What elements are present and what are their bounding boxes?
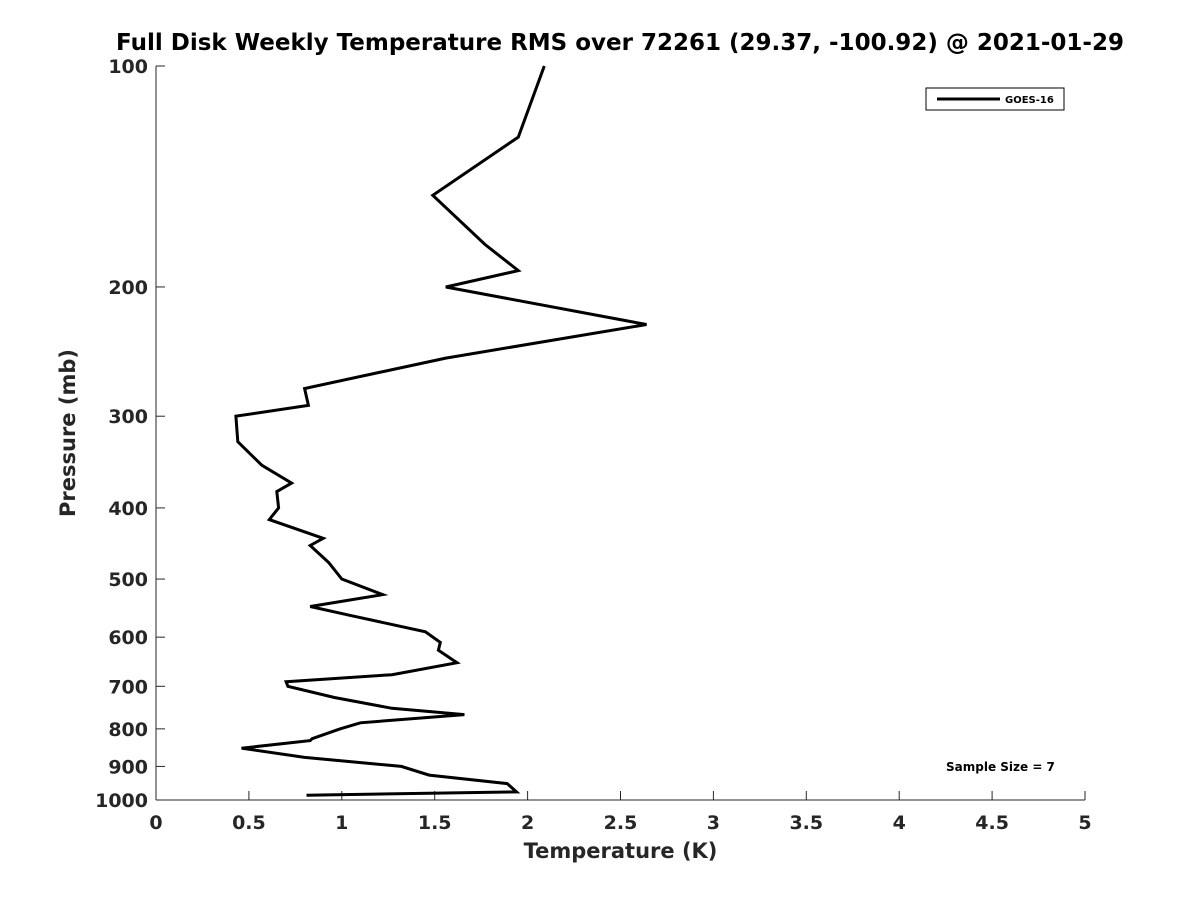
x-tick-label: 4 (893, 812, 906, 834)
series-line-goes-16 (234, 65, 647, 797)
sample-size-annotation: Sample Size = 7 (946, 760, 1055, 774)
y-tick-label: 200 (108, 277, 148, 299)
series-layer (234, 65, 647, 797)
x-tick-label: 2.5 (604, 812, 638, 834)
chart-title: Full Disk Weekly Temperature RMS over 72… (116, 30, 1124, 56)
y-tick-label: 400 (108, 498, 148, 520)
y-tick-label: 900 (108, 756, 148, 778)
y-tick-label: 500 (108, 569, 148, 591)
x-tick-label: 0.5 (232, 812, 266, 834)
y-tick-label: 600 (108, 627, 148, 649)
x-tick-label: 1.5 (418, 812, 452, 834)
y-tick-label: 700 (108, 676, 148, 698)
x-tick-label: 2 (521, 812, 534, 834)
axes-frame (155, 66, 1085, 801)
x-tick-label: 5 (1078, 812, 1091, 834)
y-tick-label: 300 (108, 406, 148, 428)
x-tick-label: 4.5 (975, 812, 1009, 834)
y-axis: 100 200 300 400 500 600 700 800 900 1000 (95, 56, 165, 812)
x-axis-label: Temperature (K) (523, 839, 718, 863)
x-tick-label: 3.5 (789, 812, 823, 834)
legend-entry-goes-16: GOES-16 (1005, 95, 1054, 106)
y-tick-label: 100 (108, 56, 148, 78)
x-tick-label: 0 (149, 812, 162, 834)
y-axis-label: Pressure (mb) (56, 349, 80, 517)
x-tick-label: 3 (707, 812, 720, 834)
x-axis: 0 0.5 1 1.5 2 2.5 3 3.5 4 4.5 5 (149, 791, 1092, 834)
x-tick-label: 1 (335, 812, 348, 834)
y-tick-label: 800 (108, 719, 148, 741)
legend: GOES-16 (925, 87, 1065, 111)
y-tick-label: 1000 (95, 790, 148, 812)
